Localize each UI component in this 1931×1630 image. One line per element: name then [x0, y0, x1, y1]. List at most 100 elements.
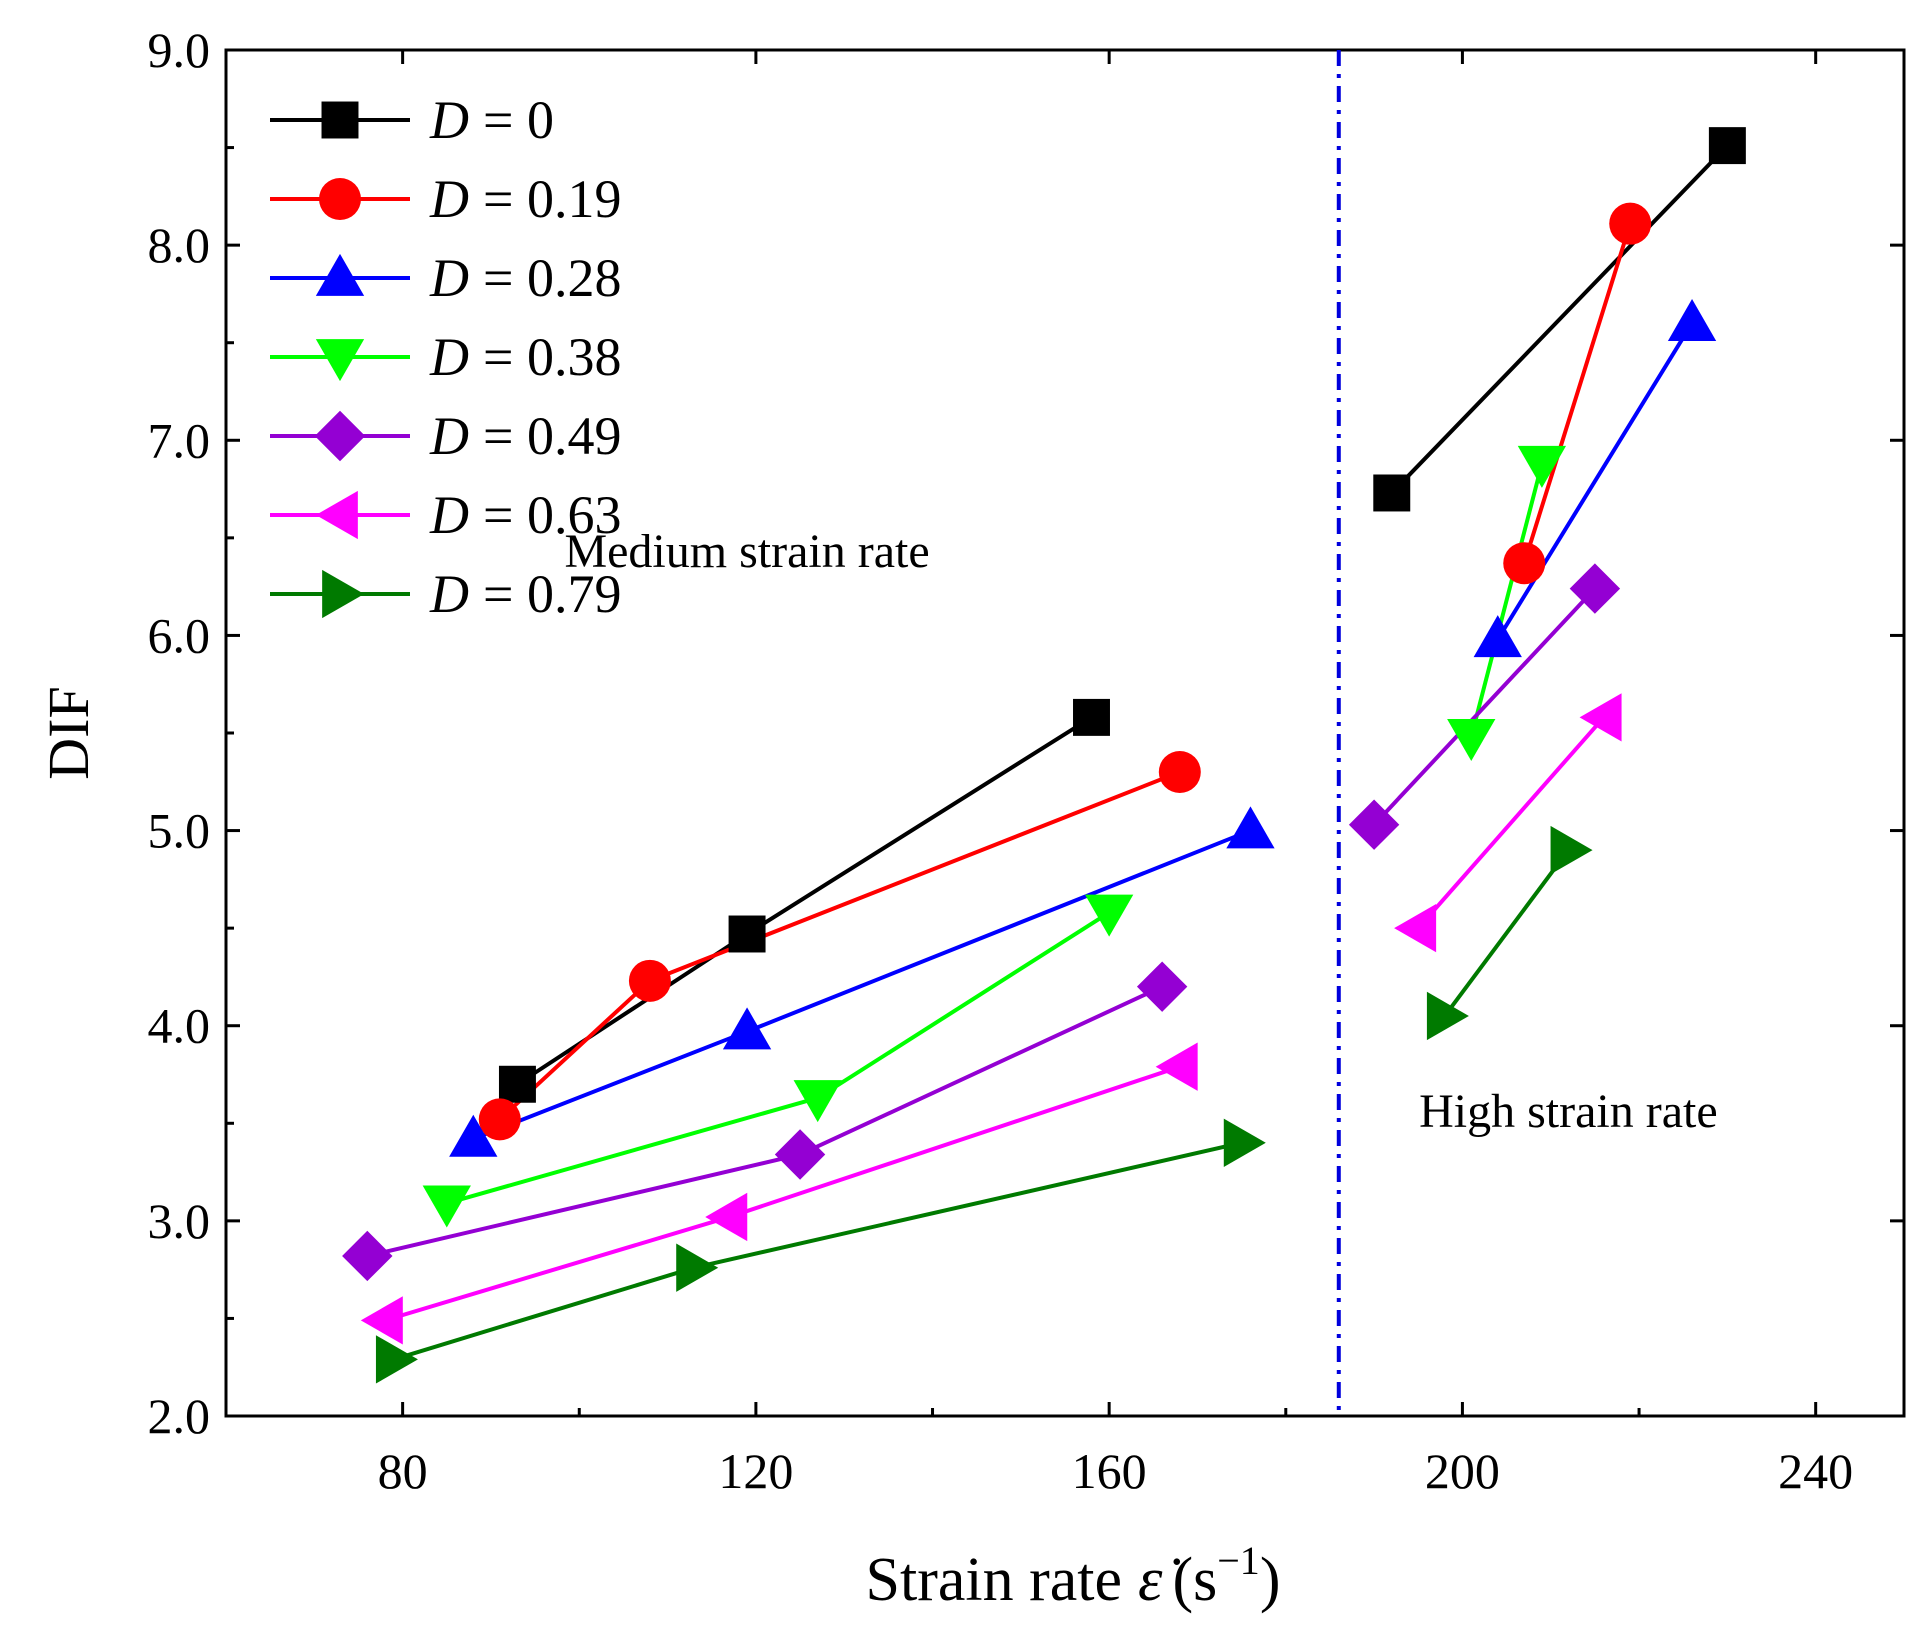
series-line-d-0-28-medium: [472, 828, 1252, 1141]
data-point-d-0-79: [1550, 825, 1593, 875]
legend-label: D = 0.19: [429, 169, 621, 229]
legend-marker-circle-icon: [319, 178, 361, 220]
data-point-d-0-38: [1517, 445, 1567, 488]
high-strain-rate-annotation: High strain rate: [1419, 1085, 1718, 1138]
legend-label-value: = 0.49: [483, 406, 621, 466]
x-axis-unit: (s: [1172, 1546, 1217, 1614]
data-point-d-0: [1708, 127, 1746, 165]
data-point-d-0-19: [628, 959, 671, 1002]
legend-marker-triangle-left-icon: [315, 490, 358, 540]
legend-label: D = 0.28: [429, 248, 621, 308]
data-point-d-0-49: [774, 1129, 826, 1180]
legend-marker-triangle-right-icon: [322, 569, 365, 619]
series-line-d-0-38-high: [1469, 463, 1544, 738]
data-point-d-0-28: [722, 1007, 772, 1050]
data-point-d-0-38: [793, 1080, 842, 1123]
x-axis-unit-close: ): [1260, 1546, 1281, 1614]
data-point-d-0-63: [1394, 903, 1437, 953]
legend-label-value: = 0: [483, 90, 554, 150]
data-point-d-0-63: [1155, 1042, 1198, 1091]
legend-label-variable: D: [429, 406, 469, 466]
x-tick-label: 200: [1425, 1443, 1500, 1499]
y-tick-label: 8.0: [148, 217, 211, 273]
data-point-d-0-28: [1473, 615, 1522, 658]
legend-marker-triangle-up-icon: [315, 253, 365, 296]
legend-label-variable: D: [429, 564, 469, 624]
data-point-d-0-63: [1579, 693, 1622, 742]
data-point-d-0-49: [1136, 961, 1188, 1012]
data-point-d-0-19: [1158, 751, 1201, 794]
data-point-d-0-79: [676, 1243, 719, 1292]
data-point-d-0-28: [1226, 806, 1275, 849]
legend-item: D = 0.49: [270, 406, 621, 466]
y-tick-label: 7.0: [148, 412, 211, 468]
y-tick-label: 4.0: [148, 998, 211, 1054]
legend-label: D = 0.49: [429, 406, 621, 466]
x-axis-title-text: Strain rate: [866, 1546, 1123, 1614]
legend-label: D = 0.38: [429, 327, 621, 387]
series-line-d-0-19-medium: [498, 770, 1181, 1121]
series-line-d-0-63-high: [1416, 716, 1606, 930]
medium-strain-rate-annotation: Medium strain rate: [564, 525, 929, 578]
legend-label-variable: D: [429, 248, 469, 308]
data-point-d-0-49: [342, 1230, 393, 1282]
data-point-d-0-38: [422, 1185, 471, 1228]
data-point-d-0: [1373, 474, 1411, 512]
series-line-d-0-19-high: [1522, 223, 1633, 564]
legend-item: D = 0.79: [270, 564, 621, 624]
x-axis-title: Strain rate ε̇ (s−1): [866, 1538, 1281, 1614]
data-point-d-0: [498, 1065, 536, 1103]
legend-label-variable: D: [429, 169, 469, 229]
y-tick-label: 5.0: [148, 803, 211, 859]
y-tick-label: 9.0: [148, 22, 211, 78]
x-tick-label: 240: [1778, 1443, 1853, 1499]
series-line-d-0-high: [1390, 144, 1729, 495]
data-point-d-0: [1073, 698, 1110, 736]
legend-marker-triangle-down-icon: [315, 339, 365, 382]
data-point-d-0-19: [1503, 542, 1546, 585]
data-point-d-0-63: [360, 1296, 403, 1345]
legend-label: D = 0.63: [429, 485, 621, 545]
legend-item: D = 0: [270, 90, 554, 150]
x-tick-label: 120: [718, 1443, 793, 1499]
data-point-d-0-79: [375, 1335, 418, 1384]
legend-label-value: = 0.63: [483, 485, 621, 545]
legend-label-variable: D: [429, 90, 469, 150]
legend-label-value: = 0.38: [483, 327, 621, 387]
data-point-d-0-28: [1667, 299, 1717, 342]
legend-item: D = 0.38: [270, 327, 621, 387]
data-point-d-0-19: [1609, 202, 1652, 245]
data-point-d-0-49: [1569, 563, 1621, 614]
legend-label-value: = 0.19: [483, 169, 621, 229]
y-tick-label: 6.0: [148, 607, 211, 663]
legend-label-value: = 0.79: [483, 564, 621, 624]
series-line-d-0-79-medium: [393, 1140, 1243, 1362]
legend-item: D = 0.28: [270, 248, 621, 308]
series-line-d-0-49-high: [1372, 587, 1597, 827]
data-point-d-0-38: [1447, 719, 1496, 762]
series-line-d-0-28-high: [1496, 322, 1694, 641]
legend-marker-diamond-icon: [314, 410, 366, 462]
x-tick-label: 160: [1072, 1443, 1147, 1499]
data-point-d-0-28: [449, 1114, 498, 1157]
x-axis-unit-exponent: −1: [1217, 1538, 1260, 1583]
legend-label-variable: D: [429, 327, 469, 387]
data-point-d-0-79: [1223, 1118, 1266, 1167]
legend-label-variable: D: [429, 485, 469, 545]
data-point-d-0-19: [478, 1098, 521, 1141]
y-tick-label: 3.0: [148, 1193, 211, 1249]
series-line-d-0-79-high: [1443, 848, 1571, 1018]
legend-item: D = 0.19: [270, 169, 621, 229]
data-point-d-0-79: [1426, 991, 1469, 1041]
y-axis-title: DIF: [36, 686, 101, 779]
y-tick-label: 2.0: [148, 1388, 211, 1444]
data-point-d-0: [728, 915, 766, 953]
legend-label: D = 0: [429, 90, 554, 150]
x-tick-label: 80: [378, 1443, 428, 1499]
series-line-d-0-medium: [516, 715, 1093, 1086]
legend-item: D = 0.63: [270, 485, 621, 545]
data-point-d-0-63: [705, 1192, 748, 1242]
legend-label-value: = 0.28: [483, 248, 621, 308]
